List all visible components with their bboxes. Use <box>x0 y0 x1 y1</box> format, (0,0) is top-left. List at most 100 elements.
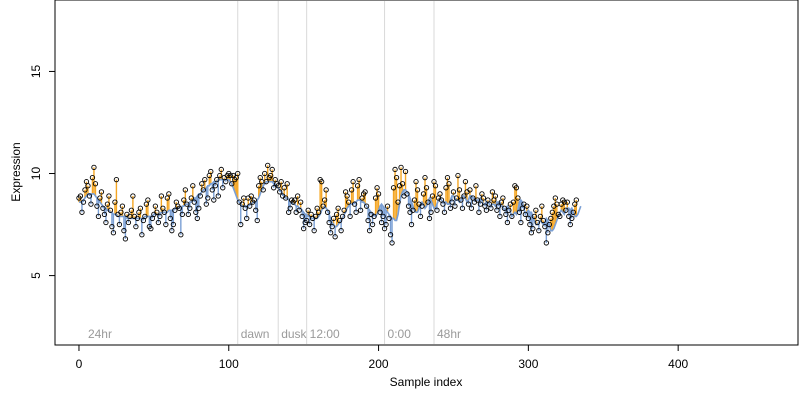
data-point <box>546 221 552 228</box>
y-tick-label: 15 <box>29 64 43 78</box>
data-point <box>569 215 575 222</box>
data-point <box>239 201 245 207</box>
data-point <box>203 201 209 207</box>
data-point <box>503 211 509 217</box>
data-point <box>411 197 418 203</box>
y-axis-title: Expression <box>9 142 23 201</box>
data-point <box>197 193 203 199</box>
data-point <box>537 213 543 220</box>
data-point <box>145 197 151 203</box>
data-point <box>495 203 502 209</box>
data-point <box>563 207 569 213</box>
data-point <box>187 205 193 211</box>
data-point <box>362 189 368 195</box>
data-point <box>323 187 329 193</box>
data-point <box>106 193 112 199</box>
data-point <box>275 183 281 189</box>
data-point <box>212 183 218 189</box>
vertical-marker-labels: 24hr dawn dusk 12:00 0:00 48hr <box>88 327 461 341</box>
data-point <box>330 215 337 222</box>
data-point <box>444 174 451 181</box>
x-tick-label: 400 <box>668 357 688 371</box>
data-point <box>447 205 454 211</box>
data-point <box>419 203 425 209</box>
data-point <box>353 209 359 215</box>
data-point <box>134 215 141 222</box>
data-point <box>158 193 165 199</box>
data-point <box>161 209 168 215</box>
data-point <box>393 174 400 181</box>
data-point <box>79 209 85 215</box>
data-point <box>350 179 356 185</box>
data-point <box>320 203 326 209</box>
data-point <box>543 240 549 246</box>
data-point <box>339 213 346 220</box>
data-point <box>268 172 274 179</box>
data-point <box>380 213 386 220</box>
data-point <box>95 213 102 220</box>
data-point <box>371 213 377 220</box>
data-point <box>414 187 421 193</box>
data-point <box>410 207 416 213</box>
data-point <box>452 203 458 209</box>
vertical-marker-label: 48hr <box>437 327 461 341</box>
data-point <box>488 205 494 211</box>
data-point <box>372 195 379 201</box>
data-point <box>154 209 160 215</box>
data-point <box>307 221 313 228</box>
data-point <box>86 193 93 199</box>
data-point <box>121 228 127 234</box>
data-point <box>155 219 162 226</box>
data-point <box>298 199 304 205</box>
data-point <box>510 199 517 205</box>
data-point <box>378 219 385 226</box>
data-point <box>296 207 302 213</box>
data-point <box>392 166 398 173</box>
data-point <box>345 199 352 205</box>
data-point <box>480 195 487 201</box>
data-point <box>459 205 466 211</box>
data-point <box>492 193 499 199</box>
data-point <box>552 195 558 201</box>
data-point <box>265 162 271 169</box>
data-point <box>527 221 533 228</box>
data-point <box>170 221 176 228</box>
data-point <box>500 195 506 201</box>
data-point <box>441 209 448 215</box>
data-point <box>139 232 145 238</box>
data-point <box>434 207 440 213</box>
data-point <box>122 236 129 242</box>
data-point <box>305 207 311 213</box>
data-point <box>119 203 126 209</box>
data-point <box>423 185 430 191</box>
data-point <box>509 213 515 220</box>
data-point <box>549 209 555 215</box>
data-point <box>118 209 124 215</box>
data-point <box>304 217 310 224</box>
data-point <box>248 193 254 199</box>
y-tick-label: 5 <box>29 272 43 279</box>
data-point <box>483 207 490 213</box>
data-point <box>205 195 211 201</box>
data-point <box>113 176 120 183</box>
data-point <box>109 223 115 230</box>
data-point <box>377 209 383 215</box>
data-point <box>287 205 293 211</box>
vertical-marker-label: 0:00 <box>388 327 412 341</box>
data-point <box>450 189 457 195</box>
data-point <box>262 170 268 177</box>
x-tick-label: 200 <box>369 357 389 371</box>
data-point <box>263 179 269 185</box>
data-point <box>383 221 389 228</box>
data-point <box>199 181 205 187</box>
data-point <box>357 207 364 213</box>
data-point <box>398 164 404 171</box>
data-point <box>229 181 235 187</box>
data-point <box>356 176 362 183</box>
data-point <box>456 187 463 193</box>
data-point <box>545 230 551 236</box>
data-point <box>324 209 331 215</box>
data-point <box>384 203 391 209</box>
data-point <box>326 219 332 226</box>
